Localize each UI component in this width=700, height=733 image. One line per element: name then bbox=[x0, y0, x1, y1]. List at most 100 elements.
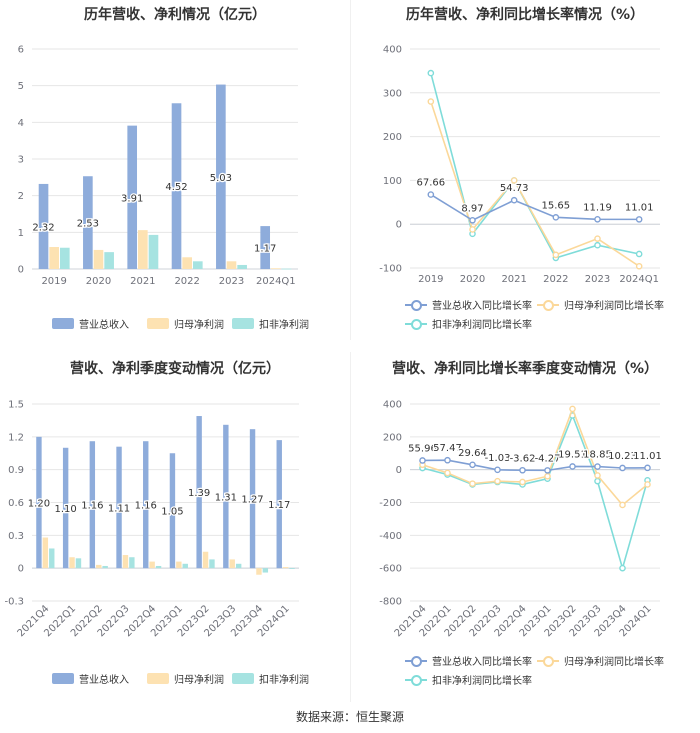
data-point bbox=[444, 469, 451, 477]
data-point bbox=[644, 464, 651, 472]
data-label: 57.47 bbox=[433, 443, 462, 454]
y-tick-label: 200 bbox=[383, 432, 402, 443]
legend-item-deducted-profit-growth[interactable]: 扣非净利润同比增长率 bbox=[405, 672, 532, 687]
x-tick-label: 2024Q1 bbox=[256, 276, 296, 287]
y-tick-label: 200 bbox=[383, 132, 402, 143]
y-tick-label: 0.3 bbox=[8, 531, 24, 542]
legend-item-deducted-profit[interactable]: 扣非净利润 bbox=[232, 671, 309, 686]
bar-net-profit bbox=[149, 561, 155, 569]
data-label: 1.05 bbox=[161, 507, 183, 518]
legend-label: 归母净利润 bbox=[174, 320, 224, 331]
quarterly-revenue-profit-chart: -0.300.30.60.91.21.52021Q42022Q12022Q220… bbox=[4, 400, 299, 639]
y-tick-label: 0 bbox=[18, 265, 24, 276]
bar-deducted-profit bbox=[182, 563, 188, 569]
legend-item-net-profit-growth[interactable]: 归母净利润同比增长率 bbox=[537, 653, 664, 668]
bar-revenue bbox=[171, 103, 182, 270]
bar-deducted-profit bbox=[104, 252, 114, 269]
legend-label: 归母净利润同比增长率 bbox=[564, 301, 664, 312]
data-label: 8.97 bbox=[461, 203, 483, 214]
legend-swatch-revenue bbox=[52, 673, 74, 684]
series-line-revenue-growth bbox=[430, 193, 640, 222]
legend-item-net-profit[interactable]: 归母净利润 bbox=[147, 316, 224, 331]
legend-label: 归母净利润 bbox=[174, 675, 224, 686]
data-point bbox=[619, 501, 626, 509]
bar-revenue bbox=[276, 440, 282, 569]
bar-revenue bbox=[62, 447, 69, 569]
bar-revenue bbox=[169, 453, 176, 569]
data-point bbox=[494, 466, 501, 474]
legend-swatch-deducted-profit-growth bbox=[405, 674, 427, 686]
data-point bbox=[635, 216, 643, 223]
data-label: 10.23 bbox=[608, 451, 637, 462]
bar-net-profit bbox=[42, 537, 49, 569]
bar-revenue bbox=[36, 436, 42, 569]
y-tick-label: 0.9 bbox=[8, 465, 24, 476]
series-line-deducted-profit-growth bbox=[430, 72, 640, 259]
data-point bbox=[552, 251, 560, 259]
data-label: 1.17 bbox=[254, 244, 276, 255]
data-label: 15.65 bbox=[542, 200, 571, 211]
data-label: -1.03 bbox=[485, 453, 511, 464]
legend-swatch-revenue-growth bbox=[405, 655, 427, 667]
legend-item-revenue[interactable]: 营业总收入 bbox=[52, 316, 129, 331]
legend-label: 营业总收入 bbox=[79, 320, 129, 331]
legend-item-deducted-profit-growth[interactable]: 扣非净利润同比增长率 bbox=[405, 316, 532, 331]
legend-item-deducted-profit[interactable]: 扣非净利润 bbox=[232, 316, 309, 331]
data-label: 11.19 bbox=[583, 202, 612, 213]
x-tick-label: 2022 bbox=[174, 276, 199, 287]
series-line-net-profit-growth bbox=[422, 406, 649, 507]
legend-item-revenue-growth[interactable]: 营业总收入同比增长率 bbox=[405, 653, 532, 668]
data-label: 1.10 bbox=[55, 504, 77, 515]
data-point bbox=[419, 457, 426, 464]
legend-swatch-revenue-growth bbox=[405, 299, 427, 311]
legend-label: 扣非净利润同比增长率 bbox=[432, 320, 532, 331]
data-label: -3.62 bbox=[510, 453, 536, 464]
legend-swatch-net-profit bbox=[147, 318, 169, 329]
bar-deducted-profit bbox=[129, 557, 135, 569]
x-tick-label: 2021 bbox=[501, 274, 526, 285]
data-point bbox=[427, 98, 435, 105]
x-tick-label: 2021 bbox=[130, 276, 155, 287]
legend-label: 归母净利润同比增长率 bbox=[564, 657, 664, 668]
data-label: 1.31 bbox=[215, 492, 237, 503]
legend-item-revenue[interactable]: 营业总收入 bbox=[52, 671, 129, 686]
bar-deducted-profit bbox=[148, 234, 159, 269]
bar-revenue bbox=[127, 125, 138, 269]
legend-label: 扣非净利润 bbox=[259, 675, 309, 686]
legend-swatch-net-profit-growth bbox=[537, 299, 559, 311]
data-label: 11.01 bbox=[625, 202, 654, 213]
annual-revenue-profit-chart: 0 1 2 3 4 5 6 2019 2020 2021 2022 2023 2024Q1 2.32 2.5… bbox=[18, 45, 298, 287]
legend-item-net-profit-growth[interactable]: 归母净利润同比增长率 bbox=[537, 297, 664, 312]
data-point bbox=[444, 456, 451, 464]
legend-item-net-profit[interactable]: 归母净利润 bbox=[147, 671, 224, 686]
bar-net-profit bbox=[96, 564, 102, 569]
legend-swatch-net-profit bbox=[147, 673, 169, 684]
chart-legend: 营业总收入 归母净利润 扣非净利润 bbox=[0, 316, 350, 346]
data-point bbox=[594, 241, 601, 249]
data-label: 19.51 bbox=[558, 449, 587, 460]
data-point bbox=[494, 477, 501, 485]
data-point bbox=[569, 405, 576, 413]
legend-item-revenue-growth[interactable]: 营业总收入同比增长率 bbox=[405, 297, 532, 312]
y-tick-label: 300 bbox=[383, 88, 402, 99]
bar-net-profit bbox=[282, 567, 289, 569]
x-tick-label: 2020 bbox=[86, 276, 111, 287]
bar-net-profit bbox=[138, 230, 148, 269]
chart-legend: 营业总收入同比增长率 归母净利润同比增长率 扣非净利润同比增长率 bbox=[350, 653, 700, 693]
y-tick-label: 0.6 bbox=[8, 498, 24, 509]
series-line-deducted-profit-growth bbox=[422, 413, 649, 572]
bar-revenue bbox=[216, 84, 226, 269]
legend-swatch-net-profit-growth bbox=[537, 655, 559, 667]
data-point bbox=[619, 464, 626, 472]
data-point bbox=[552, 214, 560, 221]
data-point bbox=[594, 477, 601, 485]
bar-revenue bbox=[223, 424, 229, 569]
data-label: 55.96 bbox=[408, 443, 437, 454]
legend-swatch-revenue bbox=[52, 318, 74, 329]
data-point bbox=[594, 235, 601, 242]
bar-revenue bbox=[89, 441, 96, 569]
data-point bbox=[635, 250, 643, 258]
bar-deducted-profit bbox=[209, 559, 215, 569]
data-label: 67.66 bbox=[417, 178, 446, 189]
legend-label: 扣非净利润同比增长率 bbox=[432, 676, 532, 687]
